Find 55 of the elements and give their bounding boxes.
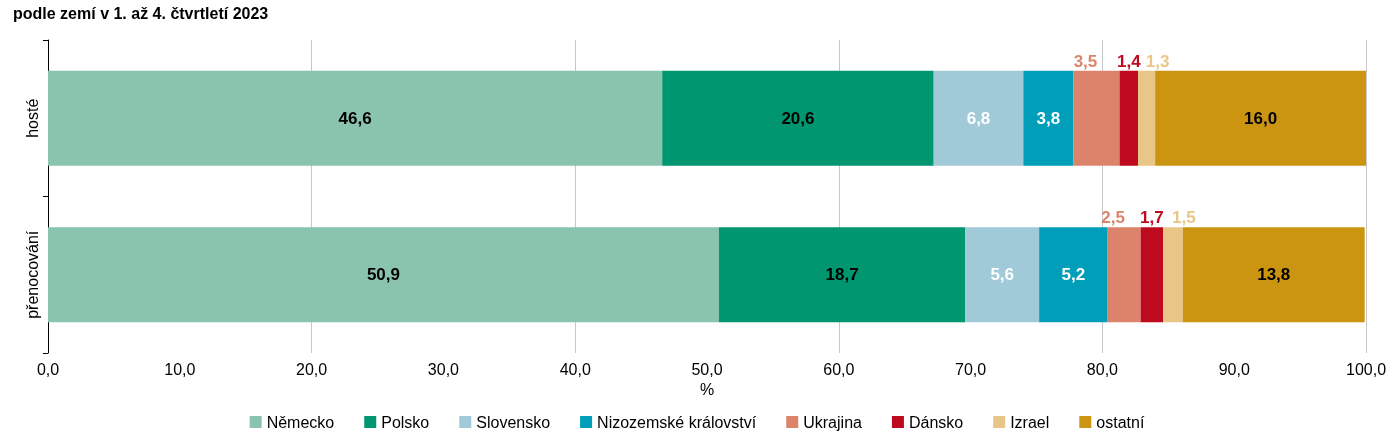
bar bbox=[933, 70, 1024, 166]
data-label: 1,7 bbox=[1140, 208, 1164, 228]
bar bbox=[1119, 70, 1138, 166]
legend-label: Německo bbox=[266, 413, 335, 431]
data-label: 50,9 bbox=[366, 265, 400, 285]
y-tick-label: přenocování bbox=[23, 230, 41, 319]
data-label: 18,7 bbox=[825, 265, 859, 285]
bar bbox=[662, 70, 934, 166]
x-tick-label: 60,0 bbox=[823, 360, 855, 378]
legend-label: Dánsko bbox=[908, 413, 964, 431]
x-tick-label: 0,0 bbox=[36, 360, 60, 378]
bar bbox=[1023, 70, 1074, 166]
legend-label: Polsko bbox=[381, 413, 430, 431]
data-label: 6,8 bbox=[966, 108, 991, 128]
bar bbox=[1182, 227, 1365, 323]
x-tick-label: 80,0 bbox=[1086, 360, 1119, 378]
data-label: 16,0 bbox=[1244, 108, 1278, 128]
x-tick-label: 100,0 bbox=[1345, 360, 1387, 378]
data-label: 46,6 bbox=[338, 108, 372, 128]
x-tick-label: 40,0 bbox=[559, 360, 591, 378]
bar bbox=[1107, 227, 1141, 323]
data-label: 20,6 bbox=[781, 108, 815, 128]
x-tick-label: 10,0 bbox=[164, 360, 196, 378]
bar bbox=[965, 227, 1040, 323]
data-label: 1,4 bbox=[1116, 51, 1142, 71]
data-label: 5,6 bbox=[990, 265, 1015, 285]
bar bbox=[48, 227, 719, 323]
x-tick-label: 50,0 bbox=[691, 360, 723, 378]
data-label: 1,3 bbox=[1145, 51, 1170, 71]
data-label: 1,5 bbox=[1172, 208, 1196, 228]
data-label: 5,2 bbox=[1061, 265, 1086, 285]
data-label: 2,5 bbox=[1101, 208, 1125, 228]
bar bbox=[1140, 227, 1164, 323]
legend-label: Slovensko bbox=[476, 413, 551, 431]
bar bbox=[1137, 70, 1156, 166]
data-label: 13,8 bbox=[1257, 265, 1291, 285]
x-tick-label: 90,0 bbox=[1218, 360, 1250, 378]
bar bbox=[718, 227, 966, 323]
data-label: 3,8 bbox=[1036, 108, 1061, 128]
legend-label: Izrael bbox=[1010, 413, 1050, 431]
bar bbox=[1039, 227, 1108, 323]
legend-label: Ukrajina bbox=[803, 413, 863, 431]
chart-title: podle zemí v 1. až 4. čtvrtletí 2023 bbox=[13, 4, 269, 22]
y-tick-label: hosté bbox=[23, 98, 41, 138]
legend-label: Nizozemské království bbox=[597, 413, 757, 431]
bar bbox=[1155, 70, 1366, 166]
bar bbox=[1163, 227, 1183, 323]
x-tick-label: 20,0 bbox=[296, 360, 328, 378]
legend-label: ostatní bbox=[1096, 413, 1145, 431]
data-label: 3,5 bbox=[1073, 51, 1098, 71]
x-tick-label: 70,0 bbox=[955, 360, 987, 378]
x-axis-title: % bbox=[699, 381, 715, 399]
bar bbox=[48, 70, 663, 166]
x-tick-label: 30,0 bbox=[427, 360, 460, 378]
bar bbox=[1073, 70, 1120, 166]
